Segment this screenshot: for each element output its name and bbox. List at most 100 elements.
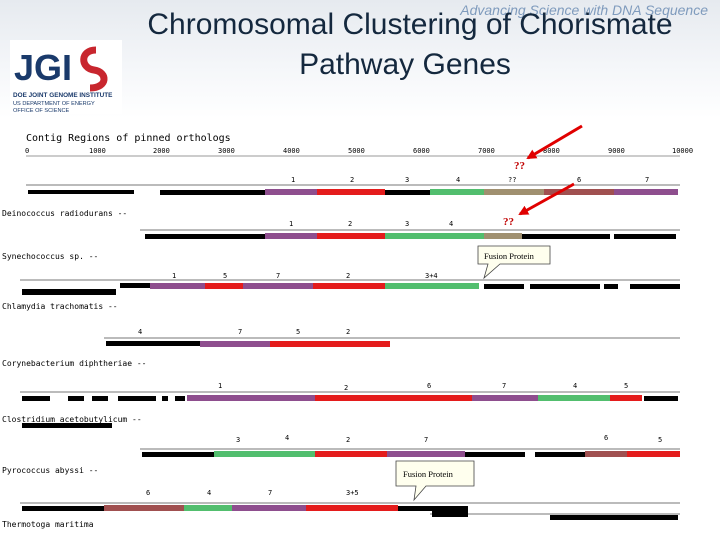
jgi-logo-line-1: DOE JOINT GENOME INSTITUTE [13, 92, 113, 99]
gene-segment [604, 284, 618, 289]
ruler-tick-label: 7000 [478, 147, 495, 155]
fusion-protein-callout: Fusion Protein [477, 245, 551, 280]
jgi-logo-swoosh-icon [80, 46, 108, 92]
track-clostridium: Clostridium acetobutylicum -- 3 4 2 7 6 … [2, 415, 680, 457]
gene-label: 6 [604, 434, 608, 442]
ruler-tick-label: 1000 [89, 147, 106, 155]
organism-label: Chlamydia trachomatis -- [2, 302, 118, 311]
gene-segment [184, 505, 232, 511]
gene-label: 3+5 [346, 489, 359, 497]
gene-label: 2 [346, 272, 350, 280]
gene-segment [187, 395, 315, 401]
gene-segment [315, 451, 387, 457]
gene-segment [472, 395, 538, 401]
gene-label: 4 [456, 176, 460, 184]
gene-label: 4 [207, 489, 211, 497]
gene-segment [387, 451, 465, 457]
fusion-protein-callout: Fusion Protein [395, 460, 475, 502]
gene-segment [317, 233, 385, 239]
organism-label: Clostridium acetobutylicum -- [2, 415, 142, 424]
gene-segment [484, 233, 522, 239]
jgi-logo-line-3: OFFICE OF SCIENCE [13, 108, 70, 114]
gene-segment [265, 233, 317, 239]
gene-segment [465, 452, 525, 457]
gene-segment [243, 283, 313, 289]
gene-segment [306, 505, 398, 511]
gene-label: 2 [344, 384, 348, 392]
gene-segment [92, 396, 108, 401]
gene-segment [104, 505, 184, 511]
gene-segment [614, 234, 676, 239]
slide-header: Advancing Science with DNA Sequence Chro… [0, 0, 720, 118]
gene-segment [544, 189, 614, 195]
gene-label: 1 [289, 220, 293, 228]
gene-segment [175, 396, 185, 401]
ruler-tick-label: 5000 [348, 147, 365, 155]
organism-label: Deinococcus radiodurans -- [2, 209, 127, 218]
gene-label: 5 [296, 328, 300, 336]
jgi-logo: JGI DOE JOINT GENOME INSTITUTE US DEPART… [10, 40, 122, 114]
gene-segment [200, 341, 270, 347]
track-corynebacterium: Corynebacterium diphtheriae -- 1 2 6 7 4… [2, 359, 680, 401]
track-pyrococcus: Pyrococcus abyssi -- 6 4 7 3+5 Fusion Pr… [2, 460, 680, 520]
tagline: Advancing Science with DNA Sequence [460, 2, 708, 18]
gene-label: 2 [348, 220, 352, 228]
question-mark-label: ?? [503, 216, 514, 228]
gene-segment [398, 506, 468, 511]
gene-segment [430, 189, 484, 195]
jgi-logo-brand: JGI [14, 47, 72, 88]
gene-segment [585, 451, 627, 457]
fusion-protein-label: Fusion Protein [403, 469, 454, 479]
gene-segment [644, 396, 678, 401]
diagram-heading: Contig Regions of pinned orthologs [26, 133, 231, 144]
gene-label: ?? [508, 176, 516, 184]
gene-label: 7 [645, 176, 649, 184]
gene-segment [205, 283, 243, 289]
gene-label: 6 [577, 176, 581, 184]
gene-segment [313, 283, 385, 289]
gene-label: 6 [427, 382, 431, 390]
gene-label: 4 [138, 328, 142, 336]
gene-label: 1 [218, 382, 222, 390]
gene-label: 1 [172, 272, 176, 280]
slide-title-line-1: Chromosomal Clustering of Chorismate [147, 8, 673, 41]
gene-segment [530, 284, 600, 289]
gene-label: 7 [424, 436, 428, 444]
jgi-logo-line-2: US DEPARTMENT OF ENERGY [13, 101, 95, 107]
gene-label: 4 [449, 220, 453, 228]
gene-segment [432, 510, 468, 517]
gene-label: 3+4 [425, 272, 438, 280]
gene-segment [106, 341, 200, 346]
ortholog-diagram: Contig Regions of pinned orthologs 0 100… [2, 124, 693, 529]
slide-title-line-2: Pathway Genes [299, 48, 511, 81]
gene-segment [385, 190, 430, 195]
gene-segment [385, 233, 430, 239]
gene-segment [385, 283, 479, 289]
gene-segment [22, 423, 112, 428]
track-synechococcus: Synechococcus sp. -- 1 5 7 2 3+4 Fusion … [2, 245, 680, 295]
gene-segment [550, 515, 678, 520]
gene-segment [538, 395, 610, 401]
gene-segment [214, 451, 259, 457]
gene-segment [484, 189, 544, 195]
gene-label: 7 [238, 328, 242, 336]
ruler-tick-label: 3000 [218, 147, 235, 155]
ruler-tick-label: 8000 [543, 147, 560, 155]
ruler: 0 1000 2000 3000 4000 5000 6000 7000 800… [25, 147, 693, 157]
track-chlamydia: Chlamydia trachomatis -- 4 7 5 2 [2, 302, 680, 347]
gene-segment [484, 284, 524, 289]
question-mark-label: ?? [514, 160, 525, 172]
ruler-tick-label: 9000 [608, 147, 625, 155]
gene-segment [118, 396, 156, 401]
gene-segment [120, 283, 150, 288]
gene-segment [162, 396, 168, 401]
gene-segment [265, 189, 317, 195]
gene-segment [315, 341, 390, 347]
gene-segment [22, 506, 104, 511]
organism-label: Corynebacterium diphtheriae -- [2, 359, 147, 368]
gene-label: 3 [405, 176, 409, 184]
pointer-arrow-icon [526, 124, 583, 160]
gene-label: 2 [346, 328, 350, 336]
gene-label: 7 [502, 382, 506, 390]
gene-segment [610, 395, 642, 401]
